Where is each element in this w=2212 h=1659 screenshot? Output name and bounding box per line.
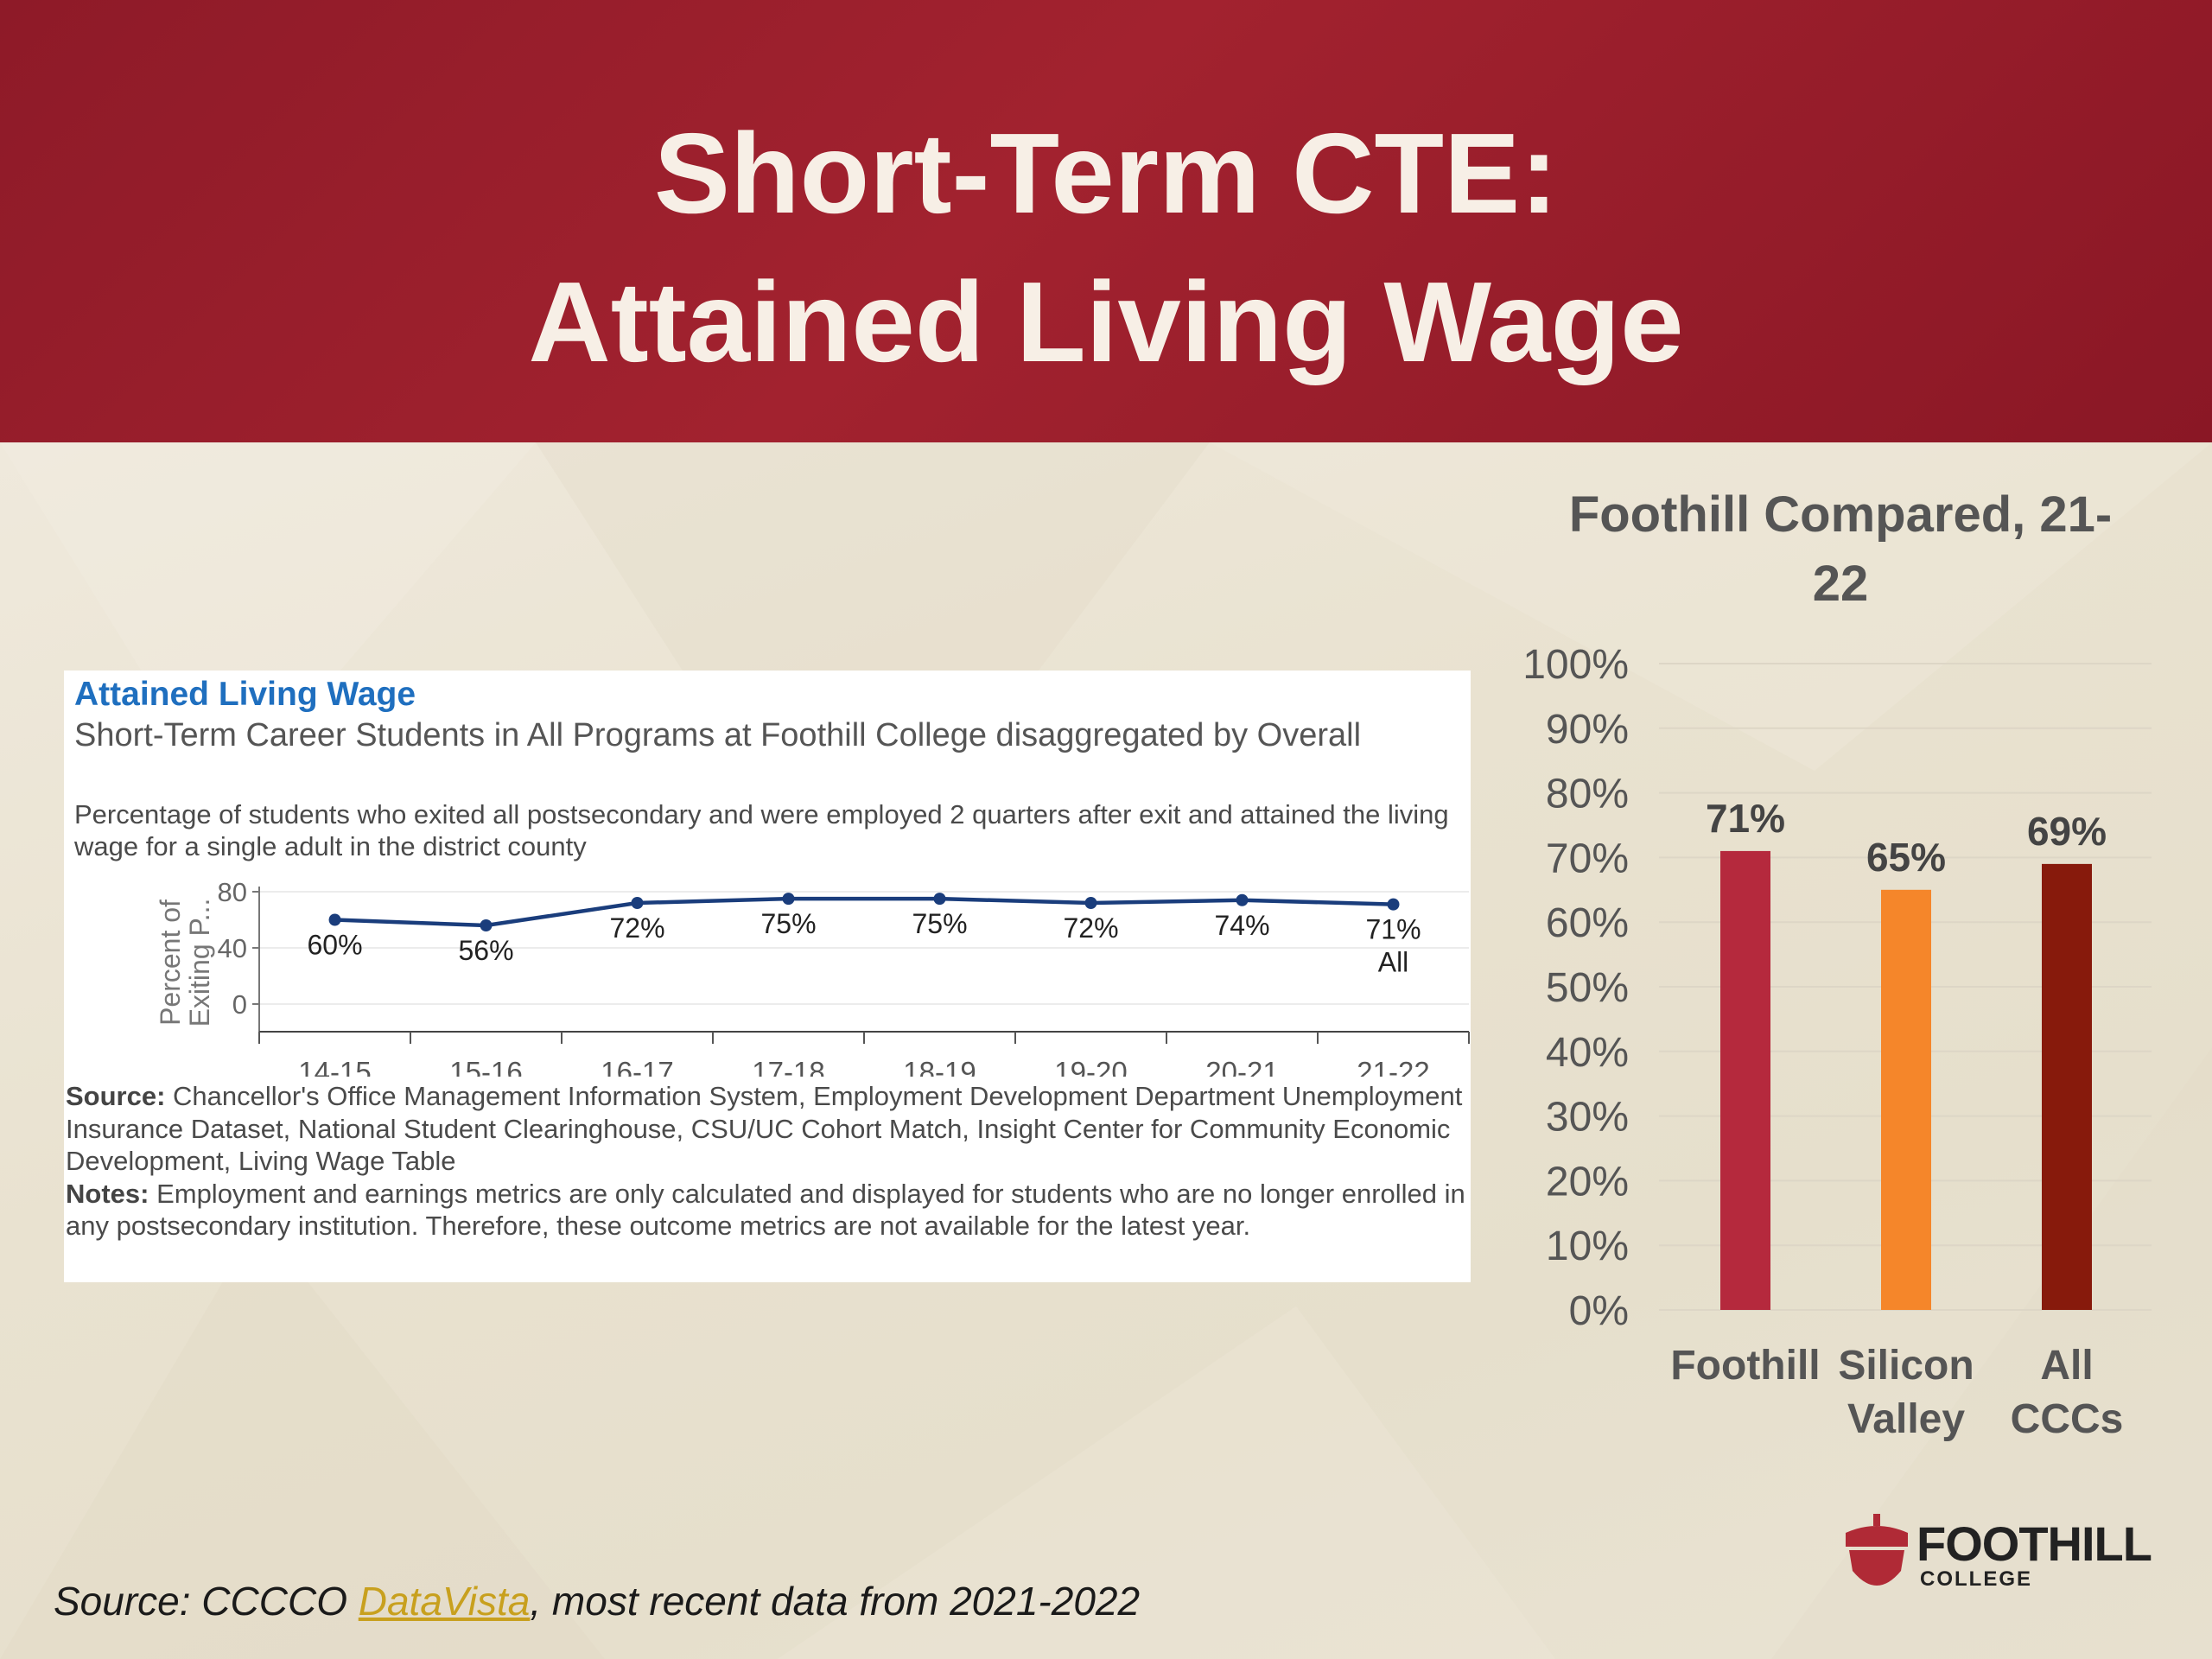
data-point xyxy=(328,913,341,926)
data-point xyxy=(933,893,946,906)
y-tick-label: 20% xyxy=(1546,1159,1629,1205)
x-tick-label: 14-15 xyxy=(298,1056,371,1077)
x-tick-label: 16-17 xyxy=(601,1056,673,1077)
y-tick-label: 40 xyxy=(218,933,247,963)
slide-title-line-2: Attained Living Wage xyxy=(528,258,1684,385)
x-category-label: Foothill xyxy=(1670,1343,1820,1389)
bar-value-label: 69% xyxy=(2027,809,2107,854)
footer-source: Source: CCCCO DataVista, most recent dat… xyxy=(54,1578,1140,1624)
notes-text: Employment and earnings metrics are only… xyxy=(66,1178,1465,1242)
y-tick-label: 60% xyxy=(1546,900,1629,946)
data-point xyxy=(782,893,795,906)
panel-title: Attained Living Wage xyxy=(74,676,416,713)
y-tick-label: 80 xyxy=(218,877,247,907)
x-tick-label: 15-16 xyxy=(449,1056,522,1077)
y-tick-label: 10% xyxy=(1546,1224,1629,1269)
x-category-label: CCCs xyxy=(2011,1396,2124,1442)
notes-label: Notes: xyxy=(66,1178,149,1209)
data-point xyxy=(1236,893,1249,906)
source-text: Chancellor's Office Management Informati… xyxy=(66,1081,1463,1176)
x-tick-label: 19-20 xyxy=(1054,1056,1127,1077)
x-category-label: Valley xyxy=(1847,1396,1965,1442)
datavista-panel: Attained Living Wage Short-Term Career S… xyxy=(64,671,1471,1282)
panel-source-notes: Source: Chancellor's Office Management I… xyxy=(66,1080,1465,1243)
data-label: 75% xyxy=(760,908,816,939)
footer-prefix: Source: CCCCO xyxy=(54,1579,359,1624)
bar xyxy=(2042,863,2092,1310)
data-label: 72% xyxy=(1063,912,1118,944)
bar xyxy=(1881,889,1931,1310)
y-axis-label: Percent ofExiting P... xyxy=(155,899,215,1027)
x-tick-label: 21-22 xyxy=(1357,1056,1429,1077)
data-label: 74% xyxy=(1214,910,1269,941)
acorn-icon xyxy=(1846,1514,1908,1586)
logo-subtext: COLLEGE xyxy=(1920,1567,2033,1591)
x-category-label: Silicon xyxy=(1838,1343,1974,1389)
foothill-logo: FOOTHILL COLLEGE xyxy=(1840,1514,2169,1600)
y-tick-label: 90% xyxy=(1546,707,1629,753)
x-tick-label: 20-21 xyxy=(1205,1056,1278,1077)
data-label: 60% xyxy=(307,930,362,961)
y-tick-label: 0% xyxy=(1569,1288,1629,1334)
y-tick-label: 30% xyxy=(1546,1095,1629,1141)
y-tick-label: 50% xyxy=(1546,965,1629,1011)
title-banner xyxy=(0,0,2212,442)
y-tick-label: 100% xyxy=(1522,642,1629,688)
x-category-label: All xyxy=(2040,1343,2093,1389)
data-label: 75% xyxy=(912,908,967,939)
data-point xyxy=(1084,897,1097,909)
bar-value-label: 65% xyxy=(1866,835,1946,880)
comparison-bar-chart: 0% 10% 20% 30% 40% 50% 60% 70% 80% 90% 100% 71% Foot… xyxy=(1522,642,2152,1442)
y-tick-label: 40% xyxy=(1546,1030,1629,1076)
data-point xyxy=(1387,898,1400,911)
bar xyxy=(1720,850,1770,1310)
data-point xyxy=(631,897,644,909)
data-label: 72% xyxy=(609,912,664,944)
bar-value-label: 71% xyxy=(1706,796,1785,841)
slide-title-line-1: Short-Term CTE: xyxy=(653,110,1559,237)
background-facets xyxy=(0,442,2212,1659)
y-tick-label: 80% xyxy=(1546,772,1629,817)
logo-wordmark: FOOTHILL xyxy=(1916,1516,2152,1571)
datavista-link[interactable]: DataVista xyxy=(358,1579,531,1624)
panel-subtitle: Short-Term Career Students in All Progra… xyxy=(74,717,1362,753)
data-label: 71% xyxy=(1365,914,1421,945)
comparison-title-text: Foothill Compared, 21-22 xyxy=(1568,486,2113,612)
x-tick-label: 17-18 xyxy=(752,1056,824,1077)
series-line xyxy=(334,896,1394,928)
y-tick-label: 0 xyxy=(232,989,247,1020)
x-tick-label: 18-19 xyxy=(903,1056,976,1077)
y-tick-label: 70% xyxy=(1546,836,1629,881)
panel-description: Percentage of students who exited all po… xyxy=(74,799,1449,861)
source-label: Source: xyxy=(66,1081,166,1111)
data-label: 56% xyxy=(458,935,513,966)
comparison-chart-title: Foothill Compared, 21-22 xyxy=(1555,480,2126,619)
footer-suffix: , most recent data from 2021-2022 xyxy=(530,1579,1141,1624)
slide-title: Short-Term CTE: Attained Living Wage xyxy=(0,99,2212,397)
data-point xyxy=(480,919,493,931)
series-name-label: All xyxy=(1378,947,1409,978)
